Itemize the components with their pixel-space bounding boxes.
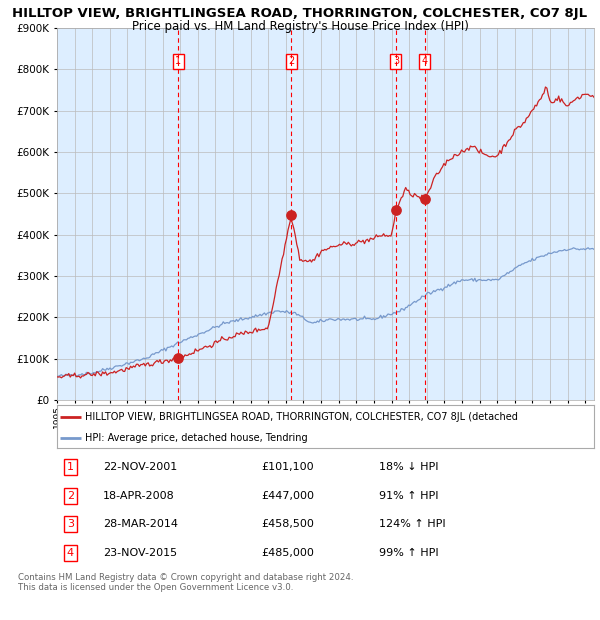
Text: Contains HM Land Registry data © Crown copyright and database right 2024.
This d: Contains HM Land Registry data © Crown c… [18,573,353,592]
Text: 23-NOV-2015: 23-NOV-2015 [103,548,177,558]
Text: 2: 2 [288,56,294,66]
Point [286,210,296,220]
Text: 1: 1 [67,462,74,472]
Text: HILLTOP VIEW, BRIGHTLINGSEA ROAD, THORRINGTON, COLCHESTER, CO7 8JL (detached: HILLTOP VIEW, BRIGHTLINGSEA ROAD, THORRI… [85,412,518,422]
Text: £458,500: £458,500 [261,520,314,529]
Text: 28-MAR-2014: 28-MAR-2014 [103,520,178,529]
Text: 1: 1 [175,56,182,66]
Text: £101,100: £101,100 [261,462,314,472]
Text: 124% ↑ HPI: 124% ↑ HPI [379,520,446,529]
Text: 4: 4 [67,548,74,558]
Text: 91% ↑ HPI: 91% ↑ HPI [379,490,439,500]
Text: 3: 3 [67,520,74,529]
Text: 3: 3 [393,56,399,66]
Point [173,353,183,363]
Text: 18% ↓ HPI: 18% ↓ HPI [379,462,439,472]
Text: 99% ↑ HPI: 99% ↑ HPI [379,548,439,558]
Point [391,205,401,215]
Text: £447,000: £447,000 [261,490,314,500]
Text: Price paid vs. HM Land Registry's House Price Index (HPI): Price paid vs. HM Land Registry's House … [131,20,469,33]
Text: HPI: Average price, detached house, Tendring: HPI: Average price, detached house, Tend… [85,433,308,443]
Text: 2: 2 [67,490,74,500]
Text: £485,000: £485,000 [261,548,314,558]
Point [420,195,430,205]
Text: HILLTOP VIEW, BRIGHTLINGSEA ROAD, THORRINGTON, COLCHESTER, CO7 8JL: HILLTOP VIEW, BRIGHTLINGSEA ROAD, THORRI… [13,7,587,20]
Text: 18-APR-2008: 18-APR-2008 [103,490,175,500]
Text: 22-NOV-2001: 22-NOV-2001 [103,462,177,472]
Text: 4: 4 [422,56,428,66]
